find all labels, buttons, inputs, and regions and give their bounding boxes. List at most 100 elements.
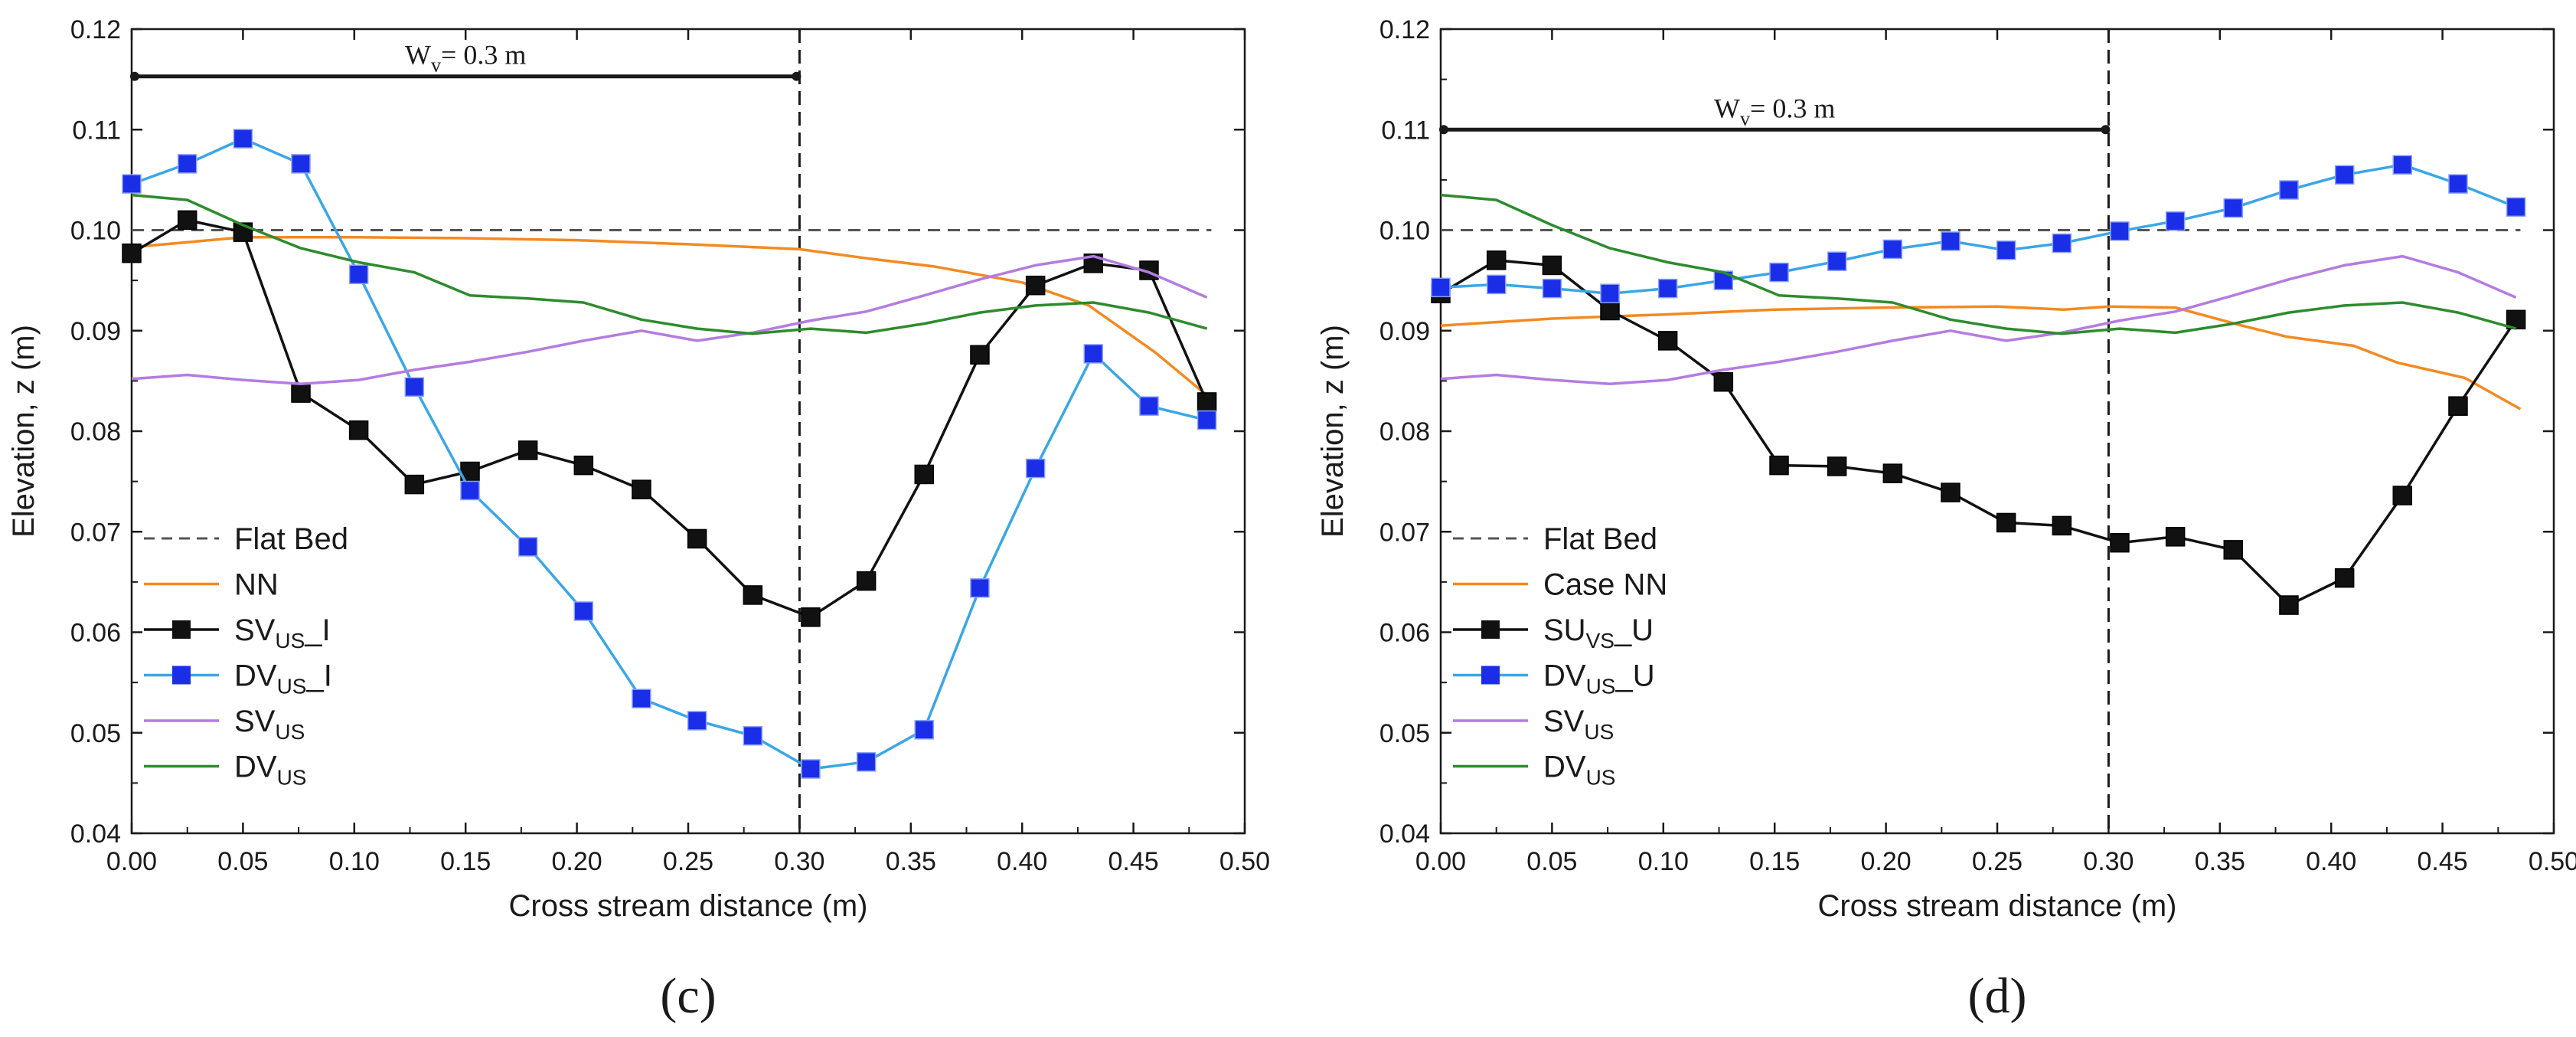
legend-label-blue: DVUS_U [1543, 659, 1655, 698]
width-annotation-end [1439, 125, 1448, 135]
data-point-black [1600, 300, 1620, 321]
data-point-blue [1083, 344, 1104, 364]
series-line-svus [131, 254, 1208, 386]
data-point-black [2506, 309, 2526, 330]
data-point-blue [1197, 410, 1217, 430]
y-tick-label: 0.06 [70, 619, 121, 648]
x-axis-label: Cross stream distance (m) [1818, 889, 2177, 923]
data-point-black [914, 464, 934, 485]
data-point-black [1713, 371, 1734, 392]
series-line-nn [1440, 305, 2522, 411]
y-tick-label: 0.04 [1379, 819, 1430, 849]
width-annotation-label: Wv= 0.3 m [405, 40, 526, 77]
data-point-blue [1941, 231, 1961, 251]
legend-label-nn: NN [234, 568, 279, 602]
data-point-black [517, 440, 538, 460]
x-tick-label: 0.25 [1972, 847, 2023, 876]
series-line-dvus [1440, 193, 2517, 335]
legend-label-nn: Case NN [1543, 568, 1667, 602]
x-tick-label: 0.20 [1861, 847, 1912, 876]
data-point-black [687, 528, 707, 549]
data-point-blue [632, 689, 651, 708]
x-tick-label: 0.50 [2529, 847, 2576, 876]
data-point-blue [460, 480, 480, 501]
legend-label-black: SVUS_I [234, 613, 331, 653]
data-point-blue [2392, 155, 2413, 175]
width-annotation-label: Wv= 0.3 m [1714, 93, 1835, 129]
legend-label-blue: DVUS_I [234, 659, 332, 698]
x-tick-label: 0.40 [997, 847, 1047, 876]
series-line-svus [1440, 254, 2517, 386]
y-axis-label: Elevation, z (m) [1316, 325, 1350, 538]
data-point-black [177, 210, 198, 231]
y-tick-label: 0.08 [70, 417, 121, 447]
x-tick-label: 0.10 [329, 847, 380, 876]
data-point-black [1486, 250, 1507, 270]
y-tick-label: 0.10 [1379, 217, 1430, 246]
y-tick-label: 0.07 [70, 518, 121, 547]
width-annotation-end [2101, 125, 2111, 135]
data-point-black [1882, 463, 1903, 483]
x-tick-label: 0.35 [886, 847, 936, 876]
data-point-blue [856, 752, 877, 772]
data-point-black [2334, 568, 2355, 588]
data-point-black [2110, 532, 2130, 553]
x-tick-label: 0.15 [440, 847, 491, 876]
y-tick-label: 0.11 [1381, 116, 1430, 145]
data-point-blue [2110, 221, 2130, 241]
data-point-black [404, 474, 425, 495]
data-point-blue [2506, 197, 2526, 218]
data-point-blue [1542, 278, 1562, 299]
data-point-black [1827, 456, 1847, 476]
x-tick-label: 0.15 [1749, 847, 1800, 876]
data-point-blue [1431, 277, 1451, 298]
data-point-black [2448, 396, 2468, 416]
data-point-black [291, 383, 311, 403]
data-point-black [348, 420, 369, 440]
data-point-black [2052, 515, 2072, 536]
y-tick-label: 0.04 [70, 819, 121, 849]
data-point-blue [970, 578, 990, 598]
data-point-blue [1025, 458, 1046, 479]
series-line-blue [131, 137, 1208, 770]
data-point-blue [291, 154, 311, 174]
x-tick-label: 0.50 [1219, 847, 1270, 876]
data-point-black [122, 243, 142, 263]
data-point-black [2392, 486, 2413, 505]
y-tick-label: 0.06 [1379, 619, 1430, 648]
data-point-blue [914, 720, 934, 740]
y-tick-label: 0.05 [1379, 719, 1430, 748]
x-tick-label: 0.45 [1108, 847, 1159, 876]
data-point-black [1197, 392, 1217, 412]
legend-marker-black [1481, 620, 1500, 639]
data-point-blue [801, 759, 821, 779]
data-point-black [2165, 527, 2186, 547]
data-point-blue [122, 174, 142, 194]
y-tick-label: 0.11 [72, 116, 121, 145]
y-tick-label: 0.08 [1379, 417, 1430, 447]
data-point-blue [1769, 262, 1789, 283]
legend-label-black: SUVS_U [1543, 613, 1654, 653]
chart-panel-d: 0.00 0.05 0.10 0.15 0.20 0.25 0.30 0.35 0.40 0.45… [1316, 15, 2576, 1024]
plot-frame [1439, 28, 2555, 835]
x-tick-label: 0.10 [1638, 847, 1689, 876]
series-line-nn [131, 235, 1213, 401]
y-tick-label: 0.07 [1379, 518, 1430, 547]
legend-marker-black [172, 620, 191, 639]
data-point-blue [2052, 233, 2072, 254]
y-tick-label: 0.09 [70, 317, 121, 346]
data-point-black [743, 585, 763, 605]
data-point-blue [1827, 251, 1847, 271]
data-point-black [970, 345, 990, 365]
data-point-blue [2334, 165, 2355, 185]
chart-panel-c: 0.00 0.05 0.10 0.15 0.20 0.25 0.30 0.35 0.40 0.45… [7, 15, 1270, 1024]
x-tick-label: 0.00 [1415, 847, 1466, 876]
x-tick-label: 0.20 [552, 847, 602, 876]
data-point-blue [404, 377, 425, 397]
data-point-blue [1139, 396, 1159, 416]
legend-label-flat: Flat Bed [234, 522, 348, 556]
legend-label-svus: SVUS [1543, 705, 1614, 744]
x-tick-label: 0.30 [2083, 847, 2134, 876]
x-tick-label: 0.45 [2418, 847, 2468, 876]
